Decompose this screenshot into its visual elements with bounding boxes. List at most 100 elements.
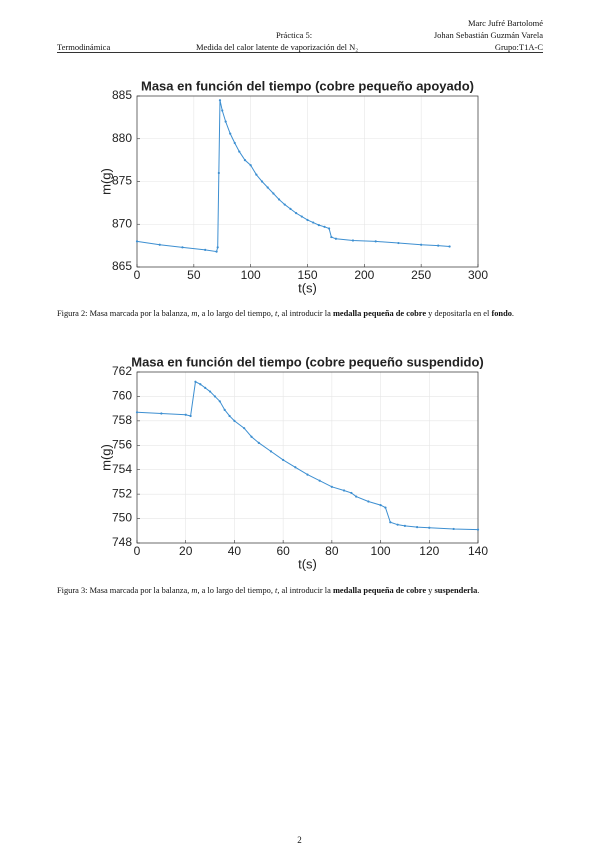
y-tick-label: 754 [112, 462, 132, 476]
data-point [243, 427, 246, 430]
data-point [250, 435, 253, 438]
header-author: Marc Jufré Bartolomé [467, 18, 543, 28]
data-point [403, 524, 407, 527]
data-point [448, 245, 451, 248]
data-point [215, 250, 218, 253]
x-tick-label: 40 [228, 544, 242, 558]
x-tick-label: 60 [276, 544, 290, 558]
data-point [260, 180, 264, 183]
data-point [327, 227, 331, 230]
data-point [396, 523, 399, 526]
axes-box [136, 371, 479, 544]
data-point [223, 408, 226, 411]
caption-text: y [426, 586, 435, 595]
data-point [238, 150, 241, 153]
data-point [379, 504, 382, 507]
y-tick-label: 752 [112, 486, 132, 500]
data-point [199, 383, 202, 386]
y-axis-label: m(g) [98, 168, 113, 195]
caption-text: , a lo largo del tiempo, [197, 586, 276, 595]
caption-text: y depositarla en el [426, 309, 492, 318]
header-author: Johan Sebastián Guzmán Varela [433, 30, 543, 40]
data-point [181, 246, 184, 249]
x-tick-label: 0 [134, 268, 141, 282]
y-tick-label: 880 [112, 131, 132, 145]
data-point [416, 526, 419, 529]
caption-text: , al introducir la [277, 586, 333, 595]
data-point [351, 239, 355, 242]
caption-text: Figura 2: Masa marcada por la balanza, [57, 309, 192, 318]
data-point [204, 386, 207, 389]
x-tick-label: 120 [419, 544, 439, 558]
caption-text: m [191, 309, 198, 318]
data-point [295, 212, 298, 215]
data-point [213, 395, 217, 398]
header-practice: Práctica 5: [276, 30, 313, 40]
data-point [218, 400, 221, 403]
x-tick-label: 250 [411, 268, 431, 282]
data-point [233, 419, 236, 422]
data-point [189, 414, 192, 418]
data-point [160, 412, 163, 415]
y-tick-label: 885 [112, 88, 132, 102]
caption-text: . [477, 586, 480, 595]
data-point [306, 473, 309, 476]
data-point [374, 240, 377, 243]
x-tick-label: 140 [468, 544, 488, 558]
data-point [428, 526, 431, 529]
header-topic: Medida del calor latente de vaporización… [196, 42, 359, 52]
data-point [334, 237, 338, 240]
chart-title: Masa en función del tiempo (cobre pequeñ… [131, 354, 483, 369]
data-point [282, 458, 285, 462]
plot-area [137, 372, 478, 543]
caption-text: fondo [491, 309, 512, 318]
x-tick-label: 20 [179, 544, 193, 558]
data-point [283, 203, 286, 206]
data-point [317, 224, 320, 227]
data-point [342, 489, 346, 492]
data-point [135, 411, 139, 414]
data-point [300, 215, 303, 218]
data-point [318, 479, 321, 482]
data-point [158, 243, 161, 246]
caption: Figura 2: Masa marcada por la balanza, m… [57, 308, 543, 321]
data-point [330, 235, 333, 239]
y-tick-label: 875 [112, 174, 132, 188]
data-point [135, 240, 139, 243]
data-point [355, 495, 358, 498]
data-point [323, 225, 326, 228]
y-tick-label: 750 [112, 511, 132, 525]
y-axis-label: m(g) [98, 444, 113, 471]
x-tick-label: 300 [468, 268, 488, 282]
x-axis-label: t(s) [298, 280, 317, 295]
data-point [218, 99, 222, 102]
x-axis-label: t(s) [298, 556, 317, 571]
header-group: Grupo:T1A-C [494, 42, 543, 52]
caption: Figura 3: Masa marcada por la balanza, m… [57, 585, 543, 598]
y-tick-label: 865 [112, 259, 132, 273]
data-point [367, 500, 370, 503]
data-point [255, 173, 258, 176]
caption-text: , al introducir la [277, 309, 333, 318]
header-subject: Termodinámica [57, 42, 111, 52]
caption-text: , a lo largo del tiempo, [197, 309, 276, 318]
data-point [224, 120, 227, 123]
data-point [330, 485, 333, 488]
y-tick-label: 760 [112, 389, 132, 403]
page-number: 2 [297, 835, 302, 845]
y-tick-label: 762 [112, 364, 132, 378]
data-point [389, 521, 392, 524]
data-point [217, 171, 220, 175]
x-tick-label: 100 [371, 544, 391, 558]
caption-text: medalla pequeña de cobre [332, 586, 427, 595]
x-tick-label: 80 [325, 544, 339, 558]
caption-text: t [275, 309, 278, 318]
caption-text: . [511, 309, 515, 318]
data-point [216, 246, 219, 249]
data-point [289, 207, 292, 210]
header-rule [57, 52, 543, 53]
x-tick-label: 50 [187, 268, 201, 282]
caption-text: t [275, 586, 278, 595]
data-point [257, 441, 260, 444]
